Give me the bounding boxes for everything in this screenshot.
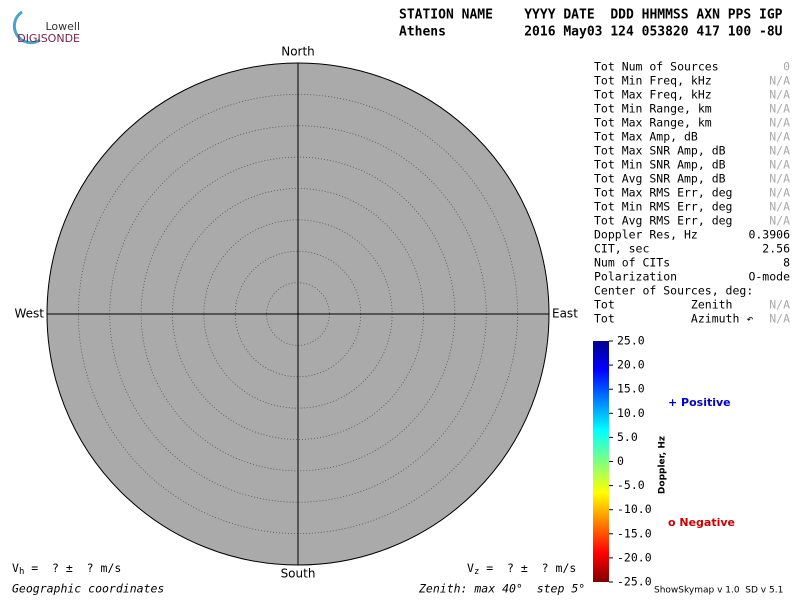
stat-value: N/A [769,130,790,144]
stat-value: N/A [769,214,790,228]
legend-positive: + Positive [668,396,731,409]
stat-value: O-mode [748,270,790,284]
west-label: West [14,307,44,321]
stat-label: Doppler Res, Hz [594,228,698,242]
colorbar-tick-label: 10.0 [617,406,645,420]
colorbar-tick-label: 25.0 [617,334,645,348]
stat-value: N/A [769,186,790,200]
colorbar-tick-label: -10.0 [617,502,652,516]
stat-value: N/A [769,102,790,116]
stat-value: N/A [769,200,790,214]
stats-table: Tot Num of Sources 0 Tot Min Freq, kHz N/A T… [594,60,790,326]
vh-text: Vh = ? ± ? m/s [12,561,121,577]
stat-label: Tot Min Freq, kHz [594,74,712,88]
stat-label: Tot Azimuth ↶ [594,312,753,326]
stat-label: Tot Num of Sources [594,60,719,74]
colorbar-tick-label: -5.0 [617,478,645,492]
stat-label: Tot Min Range, km [594,102,712,116]
stat-label: Tot Max Range, km [594,116,712,130]
stat-label: Center of Sources, deg: [594,284,753,298]
stat-value: N/A [769,74,790,88]
stat-label: Num of CITs [594,256,670,270]
stat-label: Tot Avg RMS Err, deg [594,214,732,228]
stat-value: 8 [783,256,790,270]
stat-value: N/A [769,312,790,326]
colorbar-tick-label: 0 [617,454,624,468]
stat-label: Tot Zenith [594,298,732,312]
stat-label: Tot Max Amp, dB [594,130,698,144]
colorbar-title: Doppler, Hz [658,436,668,494]
logo-bottom: DIGISONDE [17,32,80,45]
stat-value: 2.56 [762,242,790,256]
stat-label: Tot Avg SNR Amp, dB [594,172,726,186]
stat-value: N/A [769,88,790,102]
colorbar-ticks: 25.0 20.0 15.0 10.0 5.0 0 -5.0 -10.0 -15.0 -20.0 -… [609,334,652,589]
stat-value: N/A [769,298,790,312]
stat-value: N/A [769,116,790,130]
colorbar-tick-label: -20.0 [617,550,652,564]
legend-negative: o Negative [668,516,735,529]
stat-label: Tot Max Freq, kHz [594,88,712,102]
version: ShowSkymap v 1.0 SD v 5.1 [654,586,783,596]
stat-label: CIT, sec [594,242,649,256]
stat-label: Tot Min SNR Amp, dB [594,158,726,172]
logo-top: Lowell [45,20,80,33]
colorbar-tick-label: 5.0 [617,430,638,444]
stat-label: Tot Min RMS Err, deg [594,200,732,214]
logo-arc [12,10,41,45]
stat-value: 0 [783,60,790,74]
stat-value: N/A [769,158,790,172]
stat-label: Tot Max SNR Amp, dB [594,144,726,158]
stat-value: 0.3906 [748,228,790,242]
header-labels: STATION NAME YYYY DATE DDD HHMMSS AXN PP… [399,8,783,23]
north-label: North [281,45,315,59]
colorbar-tick-label: -15.0 [617,526,652,540]
east-label: East [552,307,578,321]
colorbar [593,341,609,582]
zenith-info: Zenith: max 40° step 5° [418,582,585,596]
colorbar-tick-label: -25.0 [617,575,652,589]
stat-value: N/A [769,144,790,158]
stat-value: N/A [769,172,790,186]
colorbar-tick-label: 15.0 [617,382,645,396]
header-values: Athens 2016 May03 124 053820 417 100 -8U [399,25,783,40]
colorbar-tick-label: 20.0 [617,358,645,372]
south-label: South [281,567,316,581]
stat-label: Polarization [594,270,677,284]
coordinates: Geographic coordinates [12,582,164,596]
stat-label: Tot Max RMS Err, deg [594,186,732,200]
vz-text: Vz = ? ± ? m/s [467,561,576,577]
